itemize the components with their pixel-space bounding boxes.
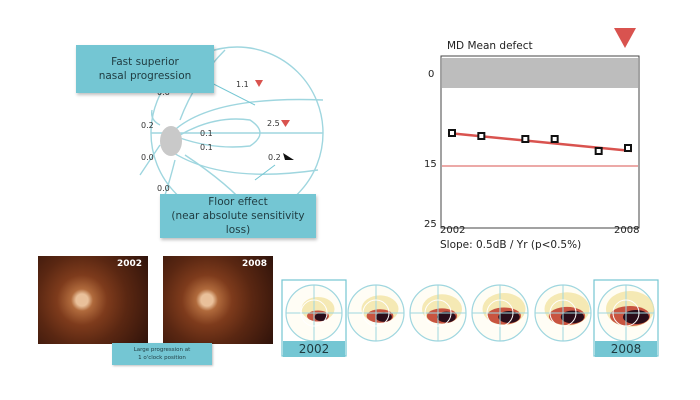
callout-floor-line1: Floor effect — [208, 196, 268, 208]
callout-progression: Fast superior nasal progression — [76, 45, 214, 93]
field-value: 0.0 — [141, 153, 154, 162]
data-point — [550, 135, 559, 143]
chart-frame — [440, 55, 640, 229]
field-value: 0.2 — [268, 153, 281, 162]
vf-year-end: 2008 — [595, 341, 657, 357]
chart-title: MD Mean defect — [447, 40, 533, 52]
vf-tile — [409, 284, 467, 342]
fundus-photo: 2002 — [38, 256, 148, 344]
x-tick: 2008 — [614, 225, 640, 236]
fundus-year: 2008 — [241, 259, 267, 269]
field-value: 1.1 — [236, 80, 249, 89]
data-point — [448, 129, 456, 137]
field-value: 0.0 — [157, 184, 170, 193]
vf-tile — [534, 284, 592, 342]
callout-floor-effect: Floor effect (near absolute sensitivity … — [160, 194, 316, 238]
vf-year-start: 2002 — [283, 341, 345, 357]
vf-tile — [471, 284, 529, 342]
data-point — [594, 147, 603, 155]
data-point — [477, 132, 486, 140]
progression-arrow — [281, 120, 290, 127]
data-point — [624, 144, 632, 152]
data-point — [521, 135, 530, 143]
field-value: 0.2 — [141, 121, 154, 130]
vf-tile — [347, 284, 405, 342]
fundus-photo: 2008 — [163, 256, 273, 344]
y-tick: 15 — [424, 159, 437, 170]
slope-text: Slope: 0.5dB / Yr (p<0.5%) — [440, 239, 582, 251]
y-tick: 0 — [428, 69, 435, 80]
field-value: 2.5 — [267, 119, 280, 128]
field-value: 0.1 — [200, 129, 213, 138]
shaded-band — [442, 58, 638, 88]
field-value: 0.1 — [200, 143, 213, 152]
y-tick: 25 — [424, 219, 437, 230]
callout-progression-line1: Fast superior — [111, 56, 179, 68]
callout-progression-line2: nasal progression — [98, 70, 192, 82]
progression-arrow-small — [255, 80, 263, 87]
vf-tile — [285, 284, 343, 342]
floor-arrow — [283, 153, 294, 160]
blind-spot — [160, 126, 182, 156]
fundus-callout-line2: 1 o'clock position — [138, 355, 186, 361]
callout-floor-line2: (near absolute sensitivity loss) — [171, 210, 305, 236]
x-tick: 2002 — [440, 225, 466, 236]
fundus-year: 2002 — [116, 259, 142, 269]
vf-tile — [597, 284, 655, 342]
chart-alert-arrow — [614, 28, 636, 48]
fundus-callout-line1: Large progression at — [133, 347, 191, 353]
fundus-callout: Large progression at 1 o'clock position — [112, 343, 212, 365]
